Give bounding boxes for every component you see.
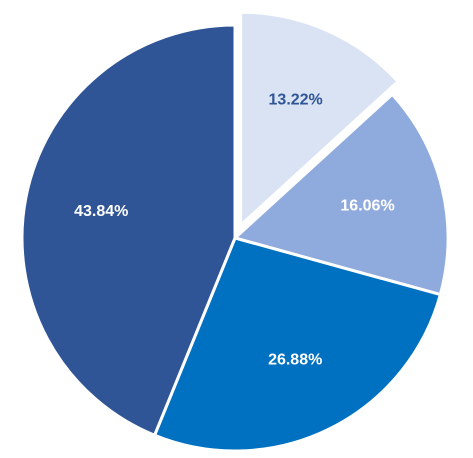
pie-slice-label-4: 43.84%	[74, 203, 128, 220]
pie-slice-4	[20, 23, 237, 437]
pie-slice-1	[239, 10, 400, 227]
pie-slice-label-3: 26.88%	[268, 352, 322, 369]
pie-slice-2	[233, 92, 450, 297]
pie-slice-3	[153, 236, 442, 453]
pie-slice-label-1: 13.22%	[269, 92, 323, 109]
pie-slice-label-2: 16.06%	[340, 197, 394, 214]
